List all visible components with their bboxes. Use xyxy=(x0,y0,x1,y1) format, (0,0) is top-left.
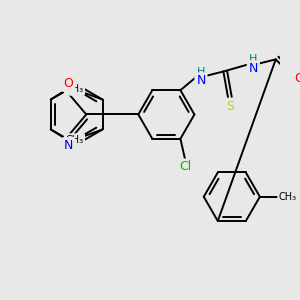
Text: N: N xyxy=(64,139,73,152)
Text: S: S xyxy=(226,100,234,112)
Text: CH₃: CH₃ xyxy=(65,135,84,145)
Text: N: N xyxy=(196,74,206,87)
Text: O: O xyxy=(64,77,74,90)
Text: H: H xyxy=(197,67,205,76)
Text: O: O xyxy=(294,73,300,85)
Text: Cl: Cl xyxy=(179,160,191,173)
Text: N: N xyxy=(249,62,258,75)
Text: CH₃: CH₃ xyxy=(279,192,297,202)
Text: H: H xyxy=(249,54,257,64)
Text: CH₃: CH₃ xyxy=(65,84,84,94)
